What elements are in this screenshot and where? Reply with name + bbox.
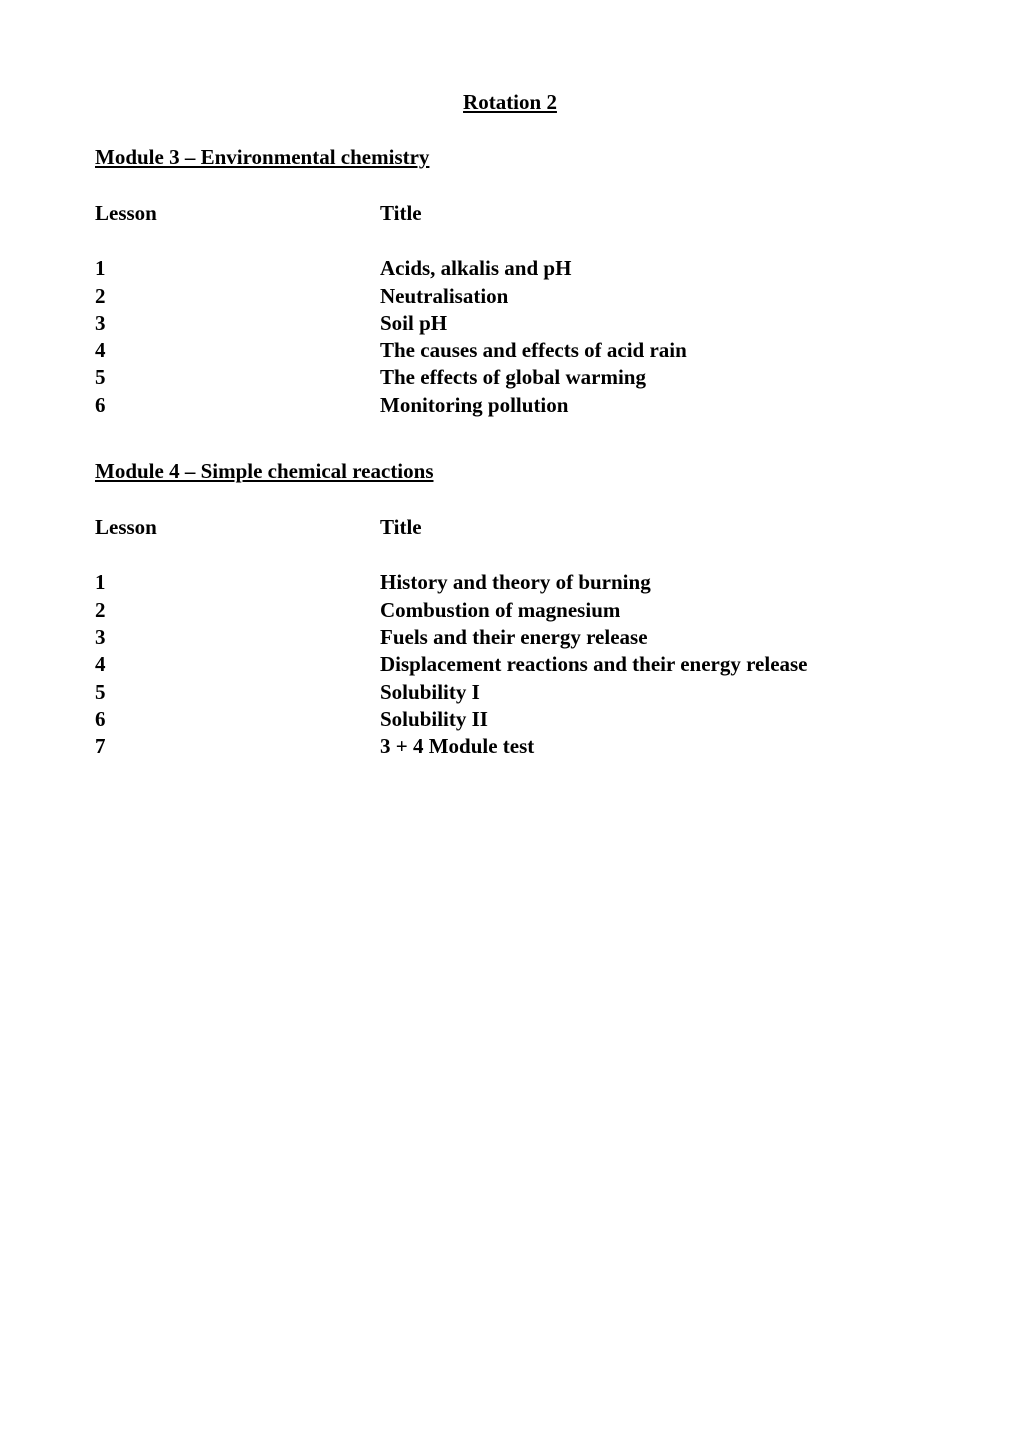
lesson-number: 4: [95, 651, 380, 678]
lesson-number: 6: [95, 392, 380, 419]
lesson-number: 2: [95, 597, 380, 624]
lesson-row: 2 Combustion of magnesium: [95, 597, 925, 624]
lesson-title: Solubility II: [380, 706, 925, 733]
lesson-number: 2: [95, 283, 380, 310]
lesson-row: 1 History and theory of burning: [95, 569, 925, 596]
lesson-title: Acids, alkalis and pH: [380, 255, 925, 282]
lesson-row: 6 Solubility II: [95, 706, 925, 733]
lesson-title: Solubility I: [380, 679, 925, 706]
lesson-row: 4 Displacement reactions and their energ…: [95, 651, 925, 678]
lesson-row: 6 Monitoring pollution: [95, 392, 925, 419]
lesson-row: 7 3 + 4 Module test: [95, 733, 925, 760]
lesson-title: Soil pH: [380, 310, 925, 337]
lesson-number: 1: [95, 255, 380, 282]
lesson-title: Monitoring pollution: [380, 392, 925, 419]
page-container: Rotation 2 Module 3 – Environmental chem…: [0, 0, 1020, 890]
module-4-block: Module 4 – Simple chemical reactions Les…: [95, 459, 925, 760]
module-4-heading: Module 4 – Simple chemical reactions: [95, 459, 925, 484]
main-title: Rotation 2: [95, 90, 925, 115]
lesson-row: 3 Soil pH: [95, 310, 925, 337]
lesson-title: The effects of global warming: [380, 364, 925, 391]
lesson-number: 7: [95, 733, 380, 760]
lesson-number: 5: [95, 364, 380, 391]
lesson-title: Combustion of magnesium: [380, 597, 925, 624]
lesson-title: History and theory of burning: [380, 569, 925, 596]
lesson-row: 1 Acids, alkalis and pH: [95, 255, 925, 282]
lesson-title: Neutralisation: [380, 283, 925, 310]
lesson-row: 2 Neutralisation: [95, 283, 925, 310]
lesson-number: 4: [95, 337, 380, 364]
title-header-label: Title: [380, 200, 925, 227]
lesson-title: Displacement reactions and their energy …: [380, 651, 925, 678]
module-4-table-header: Lesson Title: [95, 514, 925, 541]
lesson-row: 5 Solubility I: [95, 679, 925, 706]
lesson-title: The causes and effects of acid rain: [380, 337, 925, 364]
lesson-row: 5 The effects of global warming: [95, 364, 925, 391]
module-3-block: Module 3 – Environmental chemistry Lesso…: [95, 145, 925, 419]
lesson-title: 3 + 4 Module test: [380, 733, 925, 760]
lesson-number: 5: [95, 679, 380, 706]
lesson-number: 1: [95, 569, 380, 596]
lesson-row: 4 The causes and effects of acid rain: [95, 337, 925, 364]
lesson-number: 6: [95, 706, 380, 733]
module-3-table-header: Lesson Title: [95, 200, 925, 227]
title-header-label: Title: [380, 514, 925, 541]
module-3-lessons: 1 Acids, alkalis and pH 2 Neutralisation…: [95, 255, 925, 419]
lesson-title: Fuels and their energy release: [380, 624, 925, 651]
lesson-header-label: Lesson: [95, 200, 380, 227]
lesson-row: 3 Fuels and their energy release: [95, 624, 925, 651]
lesson-number: 3: [95, 624, 380, 651]
lesson-number: 3: [95, 310, 380, 337]
lesson-header-label: Lesson: [95, 514, 380, 541]
module-4-lessons: 1 History and theory of burning 2 Combus…: [95, 569, 925, 760]
module-3-heading: Module 3 – Environmental chemistry: [95, 145, 925, 170]
